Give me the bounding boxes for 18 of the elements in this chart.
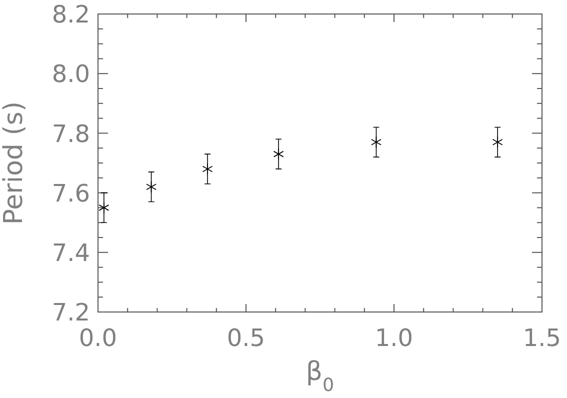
y-axis-title: Period (s) [0, 101, 29, 225]
y-tick-label: 7.6 [52, 179, 90, 208]
y-tick-label: 7.4 [52, 239, 90, 268]
point [98, 202, 110, 214]
x-tick-label: 0.0 [78, 324, 118, 352]
point [202, 163, 213, 175]
y-tick-label: 7.8 [52, 120, 90, 148]
y-tick-label: 7.2 [52, 298, 90, 327]
x-axis-title: β$_{0}$ [306, 357, 334, 396]
point [273, 148, 284, 160]
x-tick-label: 1.5 [522, 324, 562, 352]
point [371, 136, 382, 148]
y-tick-label: 8.2 [52, 0, 90, 29]
y-tick-label: 8.0 [52, 60, 90, 88]
point [146, 180, 157, 193]
x-tick-label: 1.0 [374, 324, 414, 352]
x-tick-label: 0.5 [226, 324, 266, 352]
point [492, 136, 503, 148]
